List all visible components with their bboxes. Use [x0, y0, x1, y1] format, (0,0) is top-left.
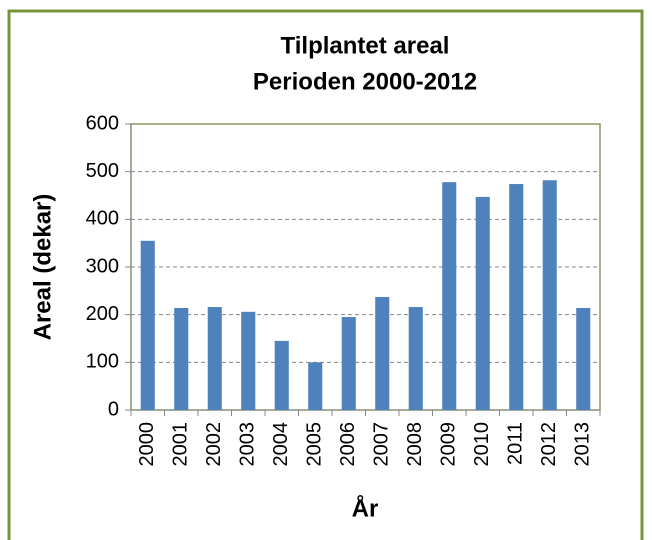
- bar: [274, 340, 289, 410]
- x-tick-label: 2006: [337, 422, 359, 467]
- x-tick-label: 2005: [304, 422, 326, 467]
- y-axis-label: Areal (dekar): [29, 194, 56, 341]
- x-tick-label: 2013: [572, 422, 594, 467]
- y-tick-label: 600: [86, 112, 119, 134]
- y-tick-label: 200: [86, 303, 119, 325]
- bar: [509, 184, 524, 410]
- x-tick-label: 2001: [170, 422, 192, 467]
- bar: [174, 307, 189, 410]
- x-tick-label: 2002: [203, 422, 225, 467]
- bar: [341, 317, 356, 410]
- x-tick-label: 2012: [538, 422, 560, 467]
- x-tick-label: 2003: [237, 422, 259, 467]
- bar: [207, 307, 222, 410]
- chart-subtitle: Perioden 2000-2012: [253, 68, 477, 95]
- bar: [442, 182, 457, 410]
- bar: [308, 362, 323, 410]
- x-tick-label: 2009: [438, 422, 460, 467]
- x-axis-label: År: [352, 494, 379, 522]
- x-tick-label: 2007: [371, 422, 393, 467]
- y-tick-label: 0: [108, 398, 119, 420]
- x-tick-label: 2008: [404, 422, 426, 467]
- bar: [241, 311, 256, 410]
- bar: [140, 240, 155, 410]
- y-tick-label: 500: [86, 160, 119, 182]
- x-tick-label: 2010: [471, 422, 493, 467]
- y-tick-label: 100: [86, 351, 119, 373]
- bar: [542, 180, 557, 410]
- x-tick-label: 2011: [505, 422, 527, 465]
- x-tick-label: 2000: [136, 422, 158, 467]
- x-tick-label: 2004: [270, 422, 292, 467]
- chart-title: Tilplantet areal: [281, 32, 450, 59]
- bar: [375, 297, 390, 410]
- bar: [475, 196, 490, 410]
- bar: [576, 307, 591, 410]
- y-tick-label: 300: [86, 255, 119, 277]
- bar: [408, 307, 423, 410]
- y-tick-label: 400: [86, 208, 119, 230]
- chart-frame: [7, 9, 644, 540]
